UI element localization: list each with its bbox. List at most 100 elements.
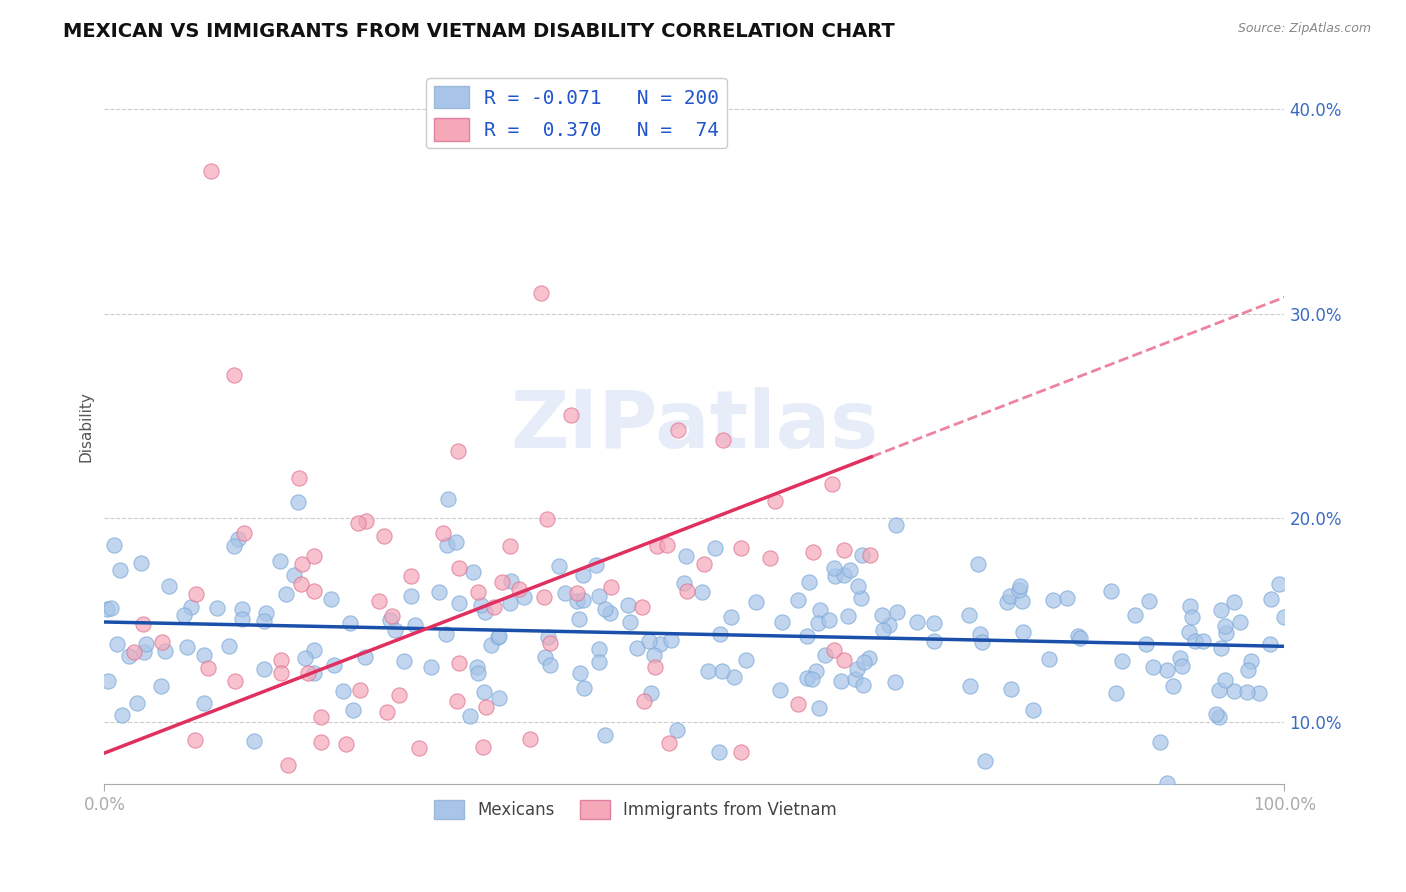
Point — [276, 587, 298, 601]
Point — [304, 549, 326, 563]
Point — [709, 745, 731, 759]
Point — [513, 590, 536, 604]
Point — [658, 736, 681, 750]
Point — [335, 737, 357, 751]
Point — [467, 666, 489, 681]
Point — [253, 614, 276, 628]
Y-axis label: Disability: Disability — [79, 391, 93, 461]
Point — [427, 584, 450, 599]
Point — [770, 615, 793, 629]
Point — [1267, 576, 1289, 591]
Point — [269, 554, 291, 568]
Point — [922, 615, 945, 630]
Point — [297, 666, 319, 681]
Point — [574, 681, 596, 696]
Point — [666, 424, 689, 438]
Point — [479, 639, 502, 653]
Point — [633, 693, 655, 707]
Point — [461, 565, 484, 579]
Point — [309, 735, 332, 749]
Point — [270, 653, 292, 667]
Point — [470, 598, 492, 612]
Point — [110, 707, 132, 722]
Point — [307, 836, 329, 850]
Point — [830, 674, 852, 689]
Point — [851, 548, 873, 562]
Point — [498, 596, 520, 610]
Point — [482, 599, 505, 614]
Point — [675, 549, 697, 563]
Text: Source: ZipAtlas.com: Source: ZipAtlas.com — [1237, 22, 1371, 36]
Point — [302, 584, 325, 599]
Point — [339, 615, 361, 630]
Point — [758, 550, 780, 565]
Point — [600, 580, 623, 594]
Point — [650, 637, 672, 651]
Point — [1156, 663, 1178, 677]
Point — [1000, 682, 1022, 697]
Point — [1038, 652, 1060, 666]
Point — [823, 561, 845, 575]
Point — [530, 286, 553, 301]
Point — [100, 601, 122, 615]
Point — [471, 740, 494, 755]
Point — [1215, 626, 1237, 640]
Point — [381, 609, 404, 624]
Point — [446, 694, 468, 708]
Point — [180, 599, 202, 614]
Point — [1135, 637, 1157, 651]
Point — [568, 612, 591, 626]
Point — [796, 629, 818, 643]
Point — [859, 549, 882, 563]
Point — [508, 582, 530, 596]
Point — [554, 586, 576, 600]
Point — [800, 672, 823, 686]
Point — [588, 641, 610, 656]
Point — [1205, 707, 1227, 722]
Point — [599, 607, 621, 621]
Point — [1012, 625, 1035, 640]
Point — [1056, 591, 1078, 606]
Point — [270, 666, 292, 681]
Point — [1237, 663, 1260, 677]
Point — [491, 574, 513, 589]
Point — [1170, 659, 1192, 673]
Point — [769, 683, 792, 698]
Point — [446, 534, 468, 549]
Point — [1137, 594, 1160, 608]
Point — [1069, 632, 1091, 646]
Point — [1156, 775, 1178, 789]
Point — [399, 569, 422, 583]
Point — [1229, 615, 1251, 629]
Point — [832, 543, 855, 558]
Point — [690, 584, 713, 599]
Point — [290, 576, 312, 591]
Point — [533, 590, 555, 604]
Point — [538, 636, 561, 650]
Point — [858, 650, 880, 665]
Point — [368, 594, 391, 608]
Point — [872, 608, 894, 623]
Point — [879, 618, 901, 632]
Point — [536, 512, 558, 526]
Point — [565, 586, 588, 600]
Point — [108, 563, 131, 577]
Point — [1067, 629, 1090, 643]
Point — [824, 569, 846, 583]
Point — [704, 541, 727, 556]
Point — [1236, 685, 1258, 699]
Point — [1260, 637, 1282, 651]
Point — [796, 671, 818, 685]
Point — [218, 639, 240, 653]
Point — [1260, 591, 1282, 606]
Point — [851, 591, 873, 605]
Point — [486, 630, 509, 644]
Point — [153, 644, 176, 658]
Point — [626, 641, 648, 656]
Point — [1161, 679, 1184, 693]
Point — [821, 477, 844, 491]
Point — [231, 602, 253, 616]
Point — [1247, 686, 1270, 700]
Point — [995, 594, 1018, 608]
Text: MEXICAN VS IMMIGRANTS FROM VIETNAM DISABILITY CORRELATION CHART: MEXICAN VS IMMIGRANTS FROM VIETNAM DISAB… — [63, 22, 896, 41]
